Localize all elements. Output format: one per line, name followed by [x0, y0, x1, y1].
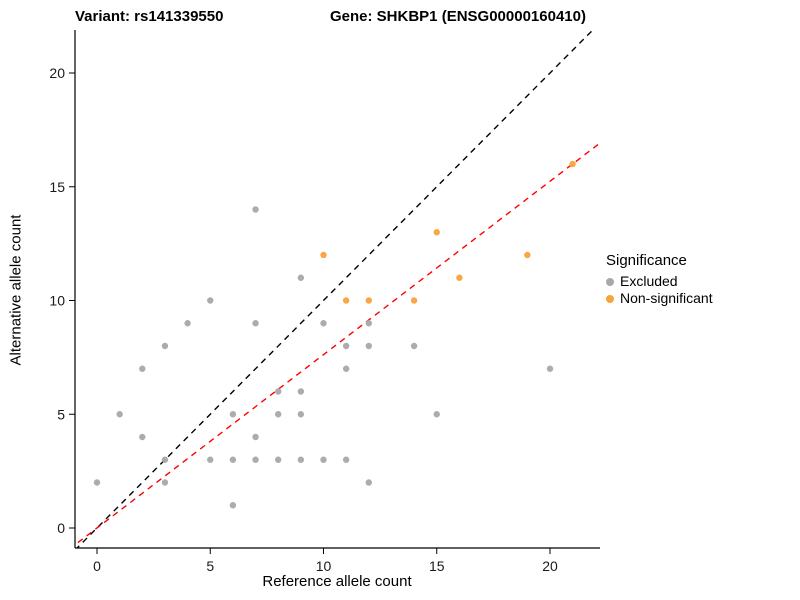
data-point-excluded [207, 297, 214, 304]
y-tick-label: 0 [57, 520, 65, 536]
data-point-non-significant [320, 251, 327, 259]
identity-dashed-line [76, 30, 594, 548]
data-point-excluded [320, 320, 327, 327]
variant-title: Variant: rs141339550 [75, 8, 224, 25]
y-tick-label: 15 [49, 179, 65, 195]
gene-title: Gene: SHKBP1 (ENSG00000160410) [330, 8, 586, 25]
data-point-excluded [116, 411, 123, 418]
data-point-excluded [139, 365, 146, 372]
y-tick-label: 5 [57, 406, 65, 422]
data-point-excluded [229, 502, 237, 509]
data-point-excluded [342, 365, 350, 372]
legend-item: Excluded [606, 273, 713, 290]
data-point-excluded [252, 433, 259, 441]
data-point-excluded [365, 320, 372, 327]
data-point-excluded [433, 411, 440, 418]
data-point-excluded [546, 365, 554, 372]
data-point-excluded [161, 456, 169, 463]
x-tick-label: 20 [542, 558, 558, 574]
legend-item: Non-significant [606, 290, 713, 307]
data-point-excluded [252, 320, 259, 327]
data-point-excluded [297, 274, 305, 281]
data-point-excluded [297, 456, 305, 463]
data-point-excluded [252, 456, 259, 463]
legend-item-label: Non-significant [620, 290, 713, 306]
data-point-non-significant [342, 297, 350, 304]
data-point-excluded [229, 456, 237, 463]
data-point-excluded [410, 342, 418, 350]
data-point-excluded [207, 456, 214, 463]
fit-dashed-line [75, 142, 600, 546]
legend: Significance Excluded Non-significant [606, 252, 713, 307]
y-tick-label: 20 [49, 65, 65, 81]
data-point-excluded [161, 342, 169, 350]
data-point-excluded [161, 479, 169, 486]
legend-dot-icon [606, 277, 614, 286]
data-point-excluded [252, 206, 259, 213]
x-tick-label: 10 [316, 558, 332, 574]
x-tick-label: 5 [206, 558, 214, 574]
data-point-non-significant [456, 274, 463, 281]
data-point-excluded [365, 342, 372, 350]
x-axis-label: Reference allele count [262, 573, 412, 590]
data-point-excluded [342, 342, 350, 350]
legend-item-label: Excluded [620, 273, 678, 289]
data-point-excluded [275, 411, 282, 418]
data-point-excluded [229, 411, 237, 418]
data-point-excluded [184, 320, 191, 327]
data-point-excluded [342, 456, 350, 463]
x-tick-label: 15 [429, 558, 445, 574]
data-point-non-significant [365, 297, 372, 304]
data-point-non-significant [524, 251, 531, 259]
data-point-non-significant [569, 160, 576, 168]
legend-title: Significance [606, 252, 687, 269]
data-point-excluded [365, 479, 372, 486]
data-point-excluded [297, 388, 305, 395]
y-axis-label: Alternative allele count [7, 214, 25, 366]
x-tick-label: 0 [93, 558, 101, 574]
data-point-excluded [139, 433, 146, 441]
data-point-excluded [275, 456, 282, 463]
data-point-excluded [275, 388, 282, 395]
data-point-excluded [320, 456, 327, 463]
data-point-excluded [297, 411, 305, 418]
data-point-non-significant [433, 229, 440, 236]
y-tick-label: 10 [49, 293, 65, 309]
legend-items: Excluded Non-significant [606, 273, 713, 307]
legend-dot-icon [606, 294, 614, 303]
data-point-excluded [93, 479, 101, 486]
data-point-non-significant [410, 297, 418, 304]
